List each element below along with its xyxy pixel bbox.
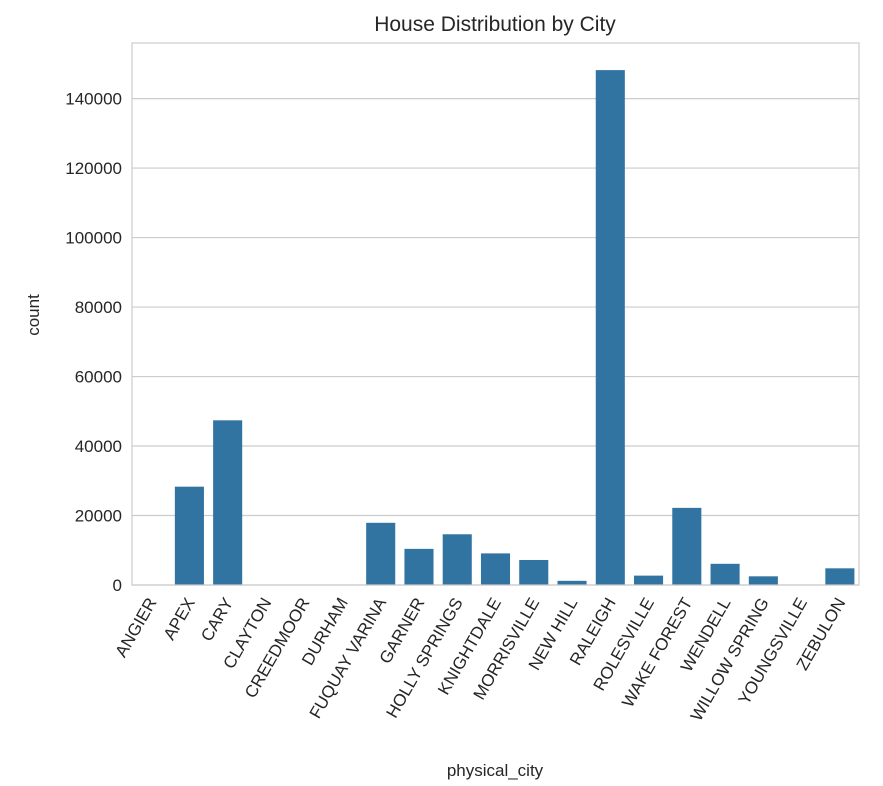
bar-new-hill [557,580,587,585]
y-tick-label: 40000 [75,437,122,456]
bar-knightdale [480,553,511,585]
y-axis-label: count [24,294,43,336]
y-tick-label: 0 [113,576,122,595]
y-tick-label: 140000 [65,90,122,109]
x-axis-label: physical_city [447,761,544,780]
bar-wake-forest [672,507,702,585]
bar-fuquay-varina [366,522,396,585]
bar-cary [213,420,243,585]
chart-title: House Distribution by City [374,13,616,36]
plot-frame [131,42,860,586]
bar-wendell [710,563,740,585]
y-tick-label: 100000 [65,229,122,248]
bar-zebulon [825,568,855,585]
bar-rolesville [634,575,664,585]
y-tick-label: 80000 [75,298,122,317]
y-tick-label: 20000 [75,507,122,526]
bar-garner [404,548,434,585]
bar-raleigh [595,70,625,586]
y-tick-label: 120000 [65,159,122,178]
bar-apex [174,486,204,585]
bar-morrisville [519,559,549,585]
bar-holly-springs [442,534,472,585]
y-tick-label: 60000 [75,368,122,387]
bar-willow-spring [748,576,778,585]
bars [136,70,855,586]
y-tick-labels: 0 20000 40000 60000 80000 100000 120000 140000 [65,90,122,595]
